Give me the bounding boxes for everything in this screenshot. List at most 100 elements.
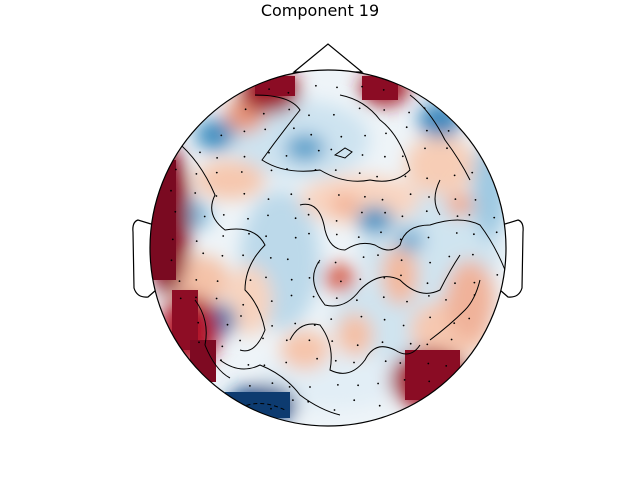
sensor-dot xyxy=(170,189,172,192)
sensor-dot xyxy=(426,177,428,180)
sensor-dot xyxy=(249,279,252,281)
sensor-dot xyxy=(377,254,379,256)
sensor-dot xyxy=(334,359,337,362)
sensor-dot xyxy=(493,216,496,219)
sensor-dot xyxy=(427,236,430,239)
sensor-dot xyxy=(468,317,471,320)
sensor-dot xyxy=(338,194,340,196)
sensor-dot xyxy=(382,296,385,299)
sensor-dot xyxy=(310,133,313,136)
sensor-dot xyxy=(381,198,384,201)
sensor-dot xyxy=(262,337,264,340)
sensor-dot xyxy=(317,261,320,264)
sensor-dot xyxy=(267,198,270,201)
sensor-dot xyxy=(340,280,342,283)
sensor-dot xyxy=(247,364,250,366)
sensor-dot xyxy=(364,195,366,198)
sensor-dot xyxy=(285,339,288,342)
sensor-dot xyxy=(399,362,402,364)
sensor-dot xyxy=(308,277,311,279)
sensor-dot xyxy=(358,107,361,110)
sensor-dot xyxy=(446,147,448,150)
sensor-dot xyxy=(384,211,386,214)
sensor-dot xyxy=(263,364,266,367)
sensor-dot xyxy=(495,231,498,234)
sensor-dot xyxy=(312,295,315,298)
sensor-dot xyxy=(409,342,412,345)
sensor-dot xyxy=(314,169,317,171)
sensor-dot xyxy=(240,315,242,317)
sensor-dot xyxy=(334,169,337,172)
sensor-dot xyxy=(428,380,431,383)
sensor-dot xyxy=(409,193,412,196)
sensor-dot xyxy=(216,280,219,282)
sensor-dot xyxy=(376,175,378,178)
sensor-dot xyxy=(473,294,476,296)
sensor-dot xyxy=(216,157,219,159)
sensor-dot xyxy=(401,215,404,218)
sensor-dot xyxy=(383,276,386,279)
sensor-dot xyxy=(308,339,311,342)
sensor-dot xyxy=(357,384,359,387)
sensor-dot xyxy=(308,114,310,117)
topography-field xyxy=(150,70,506,426)
sensor-dot xyxy=(242,254,245,257)
sensor-dot xyxy=(239,339,242,342)
sensor-dot xyxy=(243,155,246,158)
sensor-dot xyxy=(294,322,297,325)
sensor-dot xyxy=(334,261,337,264)
sensor-dot xyxy=(426,343,429,346)
sensor-dot xyxy=(271,325,273,327)
sensor-dot xyxy=(243,130,246,133)
sensor-dot xyxy=(340,135,343,138)
sensor-dot xyxy=(447,130,450,132)
sensor-dot xyxy=(197,321,200,324)
sensor-dot xyxy=(222,214,225,216)
sensor-dot xyxy=(381,341,384,344)
sensor-dot xyxy=(268,151,270,154)
sensor-dot xyxy=(403,379,406,381)
sensor-dot xyxy=(383,318,386,321)
sensor-dot xyxy=(429,261,431,264)
left-ear-outline xyxy=(132,219,157,298)
sensor-dot xyxy=(474,199,477,201)
sensor-dot xyxy=(226,323,229,326)
sensor-dot xyxy=(472,253,474,256)
sensor-dot xyxy=(195,173,198,175)
sensor-dot xyxy=(243,192,246,195)
sensor-dot xyxy=(400,274,402,277)
sensor-dot xyxy=(270,169,273,172)
sensor-dot xyxy=(454,198,457,201)
sensor-dot xyxy=(445,365,448,367)
sensor-dot xyxy=(293,127,295,130)
sensor-dot xyxy=(380,231,382,234)
sensor-dot xyxy=(308,232,310,235)
sensor-dot xyxy=(425,210,428,213)
sensor-dot xyxy=(264,128,267,131)
sensor-dot xyxy=(405,126,408,129)
sensor-dot xyxy=(330,148,333,151)
sensor-dot xyxy=(337,384,339,386)
sensor-dot xyxy=(400,259,403,262)
sensor-dot xyxy=(247,217,249,220)
sensor-dot xyxy=(315,84,317,87)
sensor-dot xyxy=(428,196,430,198)
sensor-dot xyxy=(383,109,386,111)
sensor-dot xyxy=(453,174,456,177)
sensor-dot xyxy=(384,360,387,363)
sensor-dot xyxy=(335,220,338,222)
sensor-dot xyxy=(286,258,289,261)
sensor-dot xyxy=(402,324,405,327)
sensor-dot xyxy=(358,172,361,175)
sensor-dot xyxy=(244,108,247,111)
sensor-dot xyxy=(288,386,291,388)
sensor-dot xyxy=(203,215,206,218)
sensor-dot xyxy=(202,252,205,255)
sensor-dot xyxy=(198,341,200,344)
sensor-dot xyxy=(455,232,458,234)
sensor-dot xyxy=(269,257,272,259)
sensor-dot xyxy=(265,276,267,279)
sensor-dot xyxy=(427,362,430,365)
sensor-dot xyxy=(240,171,243,173)
